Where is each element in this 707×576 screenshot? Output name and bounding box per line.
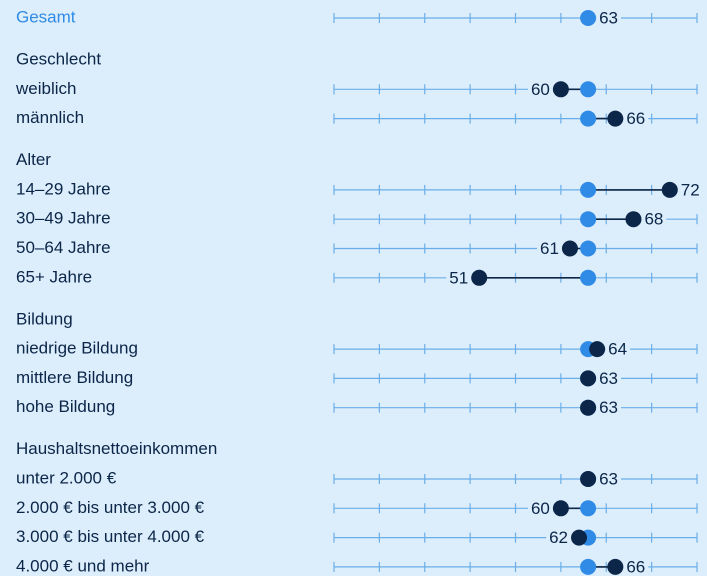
group-title: Haushaltsnettoeinkommen	[16, 439, 217, 458]
label-bg	[446, 269, 472, 286]
group-title: Geschlecht	[16, 49, 101, 68]
row-label: 2.000 € bis unter 3.000 €	[16, 498, 205, 517]
group-title: Alter	[16, 150, 51, 169]
label-bg	[596, 10, 622, 26]
label-bg	[623, 110, 649, 127]
row-label: 65+ Jahre	[16, 267, 92, 286]
label-bg	[596, 471, 622, 487]
row-label: 3.000 € bis unter 4.000 €	[16, 527, 205, 546]
value-dot	[552, 500, 569, 517]
value-dot	[607, 110, 624, 127]
value-dot	[625, 211, 642, 228]
value-label: 66	[626, 557, 645, 576]
value-dot	[580, 370, 597, 387]
overall-dot	[580, 110, 597, 127]
value-dot	[661, 181, 678, 198]
overall-dot	[580, 181, 597, 198]
value-dot	[589, 341, 606, 358]
label-bg	[677, 181, 703, 198]
label-bg	[641, 211, 667, 228]
value-dot	[571, 529, 588, 546]
row-label: 14–29 Jahre	[16, 179, 111, 198]
row-label: 30–49 Jahre	[16, 209, 111, 228]
value-dot	[561, 240, 578, 257]
value-label: 68	[644, 210, 663, 229]
row-label: mittlere Bildung	[16, 368, 133, 387]
label-bg	[546, 529, 572, 546]
value-label: 62	[549, 528, 568, 547]
value-label: 63	[599, 369, 618, 388]
row-label: niedrige Bildung	[16, 339, 138, 358]
value-dot	[552, 81, 569, 98]
label-bg	[596, 399, 622, 416]
label-bg	[623, 558, 649, 575]
value-label: 72	[681, 180, 700, 199]
value-label: 66	[626, 109, 645, 128]
row-label: weiblich	[15, 79, 76, 98]
label-bg	[596, 370, 622, 387]
row-label: 50–64 Jahre	[16, 238, 111, 257]
row-label: 4.000 € und mehr	[16, 556, 150, 575]
overall-dot	[580, 558, 597, 575]
value-dot	[580, 399, 597, 416]
label-bg	[527, 81, 553, 98]
value-dot	[607, 558, 624, 575]
overall-dot	[580, 10, 597, 26]
label-bg	[537, 240, 562, 257]
overall-dot	[580, 269, 597, 286]
value-label: 63	[599, 398, 618, 417]
group-title: Bildung	[16, 309, 73, 328]
label-bg	[527, 500, 553, 517]
label-bg	[605, 341, 631, 358]
overall-dot	[580, 81, 597, 98]
value-label: 60	[531, 499, 550, 518]
row-label: unter 2.000 €	[16, 468, 117, 487]
overall-dot	[580, 211, 597, 228]
value-label: 61	[540, 239, 559, 258]
value-label: 51	[449, 268, 468, 287]
value-label: 63	[599, 469, 618, 488]
value-dot	[471, 269, 488, 286]
value-label: 63	[599, 8, 618, 27]
row-label: männlich	[16, 108, 84, 127]
overall-dot	[580, 500, 597, 517]
value-label: 64	[608, 340, 627, 359]
overall-dot	[580, 240, 597, 257]
value-label: 60	[531, 80, 550, 99]
value-dot	[580, 471, 597, 487]
overall-label: Gesamt	[16, 7, 76, 26]
row-label: hohe Bildung	[16, 397, 115, 416]
